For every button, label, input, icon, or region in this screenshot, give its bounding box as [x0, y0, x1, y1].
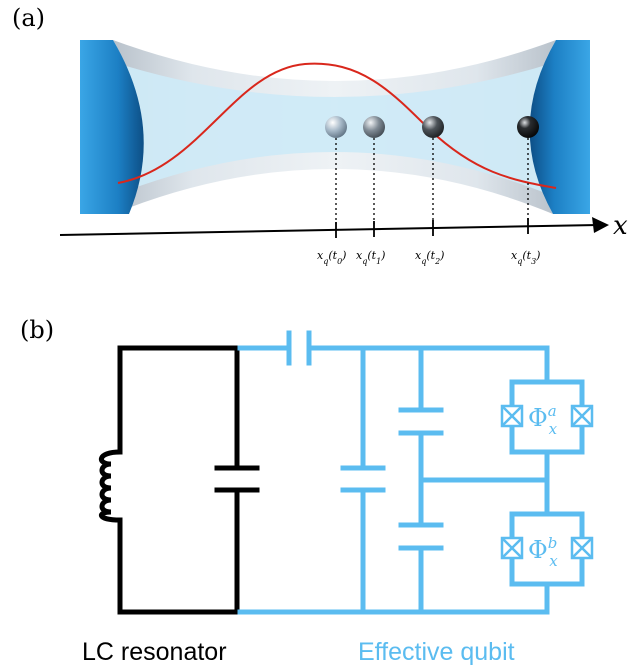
effective-qubit-circuit [237, 330, 585, 615]
panel-b-label: (b) [20, 316, 54, 344]
junction-a-left [500, 404, 524, 428]
position-dropdown-lines [335, 138, 529, 224]
tick-label-t0: xq(t0) [317, 249, 346, 266]
x-axis-label: x [613, 211, 628, 241]
lc-resonator-caption: LC resonator [82, 638, 227, 666]
lc-resonator [99, 345, 260, 615]
particle-t0 [325, 116, 347, 138]
x-axis-arrowhead [592, 217, 609, 233]
squid-a-loop [509, 379, 585, 455]
squid-b-loop [509, 511, 585, 587]
x-axis [59, 224, 599, 236]
junction-b-left [500, 536, 524, 560]
particle-t3 [517, 116, 539, 138]
junction-a-right [570, 404, 594, 428]
josephson-junctions [500, 404, 594, 560]
particle-t1 [363, 116, 385, 138]
axis-ticks [335, 218, 529, 238]
junction-b-right [570, 536, 594, 560]
particle-t2 [422, 116, 444, 138]
inductor-coil [99, 449, 123, 523]
tick-label-t1: xq(t1) [356, 249, 385, 266]
effective-qubit-caption: Effective qubit [358, 638, 515, 666]
right-mirror [529, 40, 590, 214]
left-mirror [80, 40, 144, 214]
mode-profile-curve [117, 62, 557, 189]
flux-label-b: Φb x [528, 534, 558, 570]
flux-label-a: Φa x [528, 402, 558, 438]
tick-label-t2: xq(t2) [415, 249, 444, 266]
panel-a-label: (a) [12, 4, 45, 32]
tick-label-t3: xq(t3) [511, 249, 540, 266]
